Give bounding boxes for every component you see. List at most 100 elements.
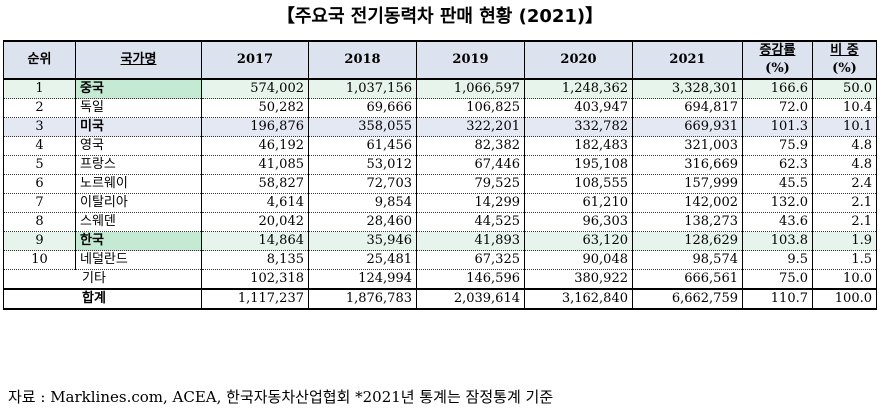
v2019-cell: 1,066,597 xyxy=(416,79,525,99)
country-cell: 네덜란드 xyxy=(75,250,202,270)
share-cell: 10.4 xyxy=(812,98,877,118)
change-cell: 101.3 xyxy=(742,117,813,137)
change-cell: 166.6 xyxy=(742,79,813,99)
header-2020: 2020 xyxy=(524,41,633,80)
v2018-cell: 1,876,783 xyxy=(308,288,417,310)
v2020-cell: 195,108 xyxy=(524,155,633,175)
v2021-cell: 316,669 xyxy=(632,155,743,175)
v2018-cell: 69,666 xyxy=(308,98,417,118)
rank-cell: 7 xyxy=(3,193,76,213)
country-cell: 영국 xyxy=(75,136,202,156)
v2019-cell: 14,299 xyxy=(416,193,525,213)
table-row: 2 독일 50,282 69,666 106,825 403,947 694,817 72.0… xyxy=(3,98,877,118)
header-country: 국가명 xyxy=(75,41,202,80)
v2018-cell: 9,854 xyxy=(308,193,417,213)
rank-cell: 10 xyxy=(3,250,76,270)
v2019-cell: 41,893 xyxy=(416,231,525,251)
share-cell: 2.1 xyxy=(812,193,877,213)
country-cell: 노르웨이 xyxy=(75,174,202,194)
rank-cell: 8 xyxy=(3,212,76,232)
v2018-cell: 124,994 xyxy=(308,269,417,290)
v2017-cell: 58,827 xyxy=(201,174,309,194)
share-cell: 100.0 xyxy=(812,288,877,310)
v2017-cell: 14,864 xyxy=(201,231,309,251)
v2019-cell: 44,525 xyxy=(416,212,525,232)
v2019-cell: 79,525 xyxy=(416,174,525,194)
country-cell: 한국 xyxy=(75,231,202,251)
v2019-cell: 67,325 xyxy=(416,250,525,270)
source-note: 자료 : Marklines.com, ACEA, 한국자동차산업협회 *202… xyxy=(8,388,554,406)
table-row: 10 네덜란드 8,135 25,481 67,325 90,048 98,574 9.5 1.… xyxy=(3,250,877,270)
table-row: 6 노르웨이 58,827 72,703 79,525 108,555 157,999 45.… xyxy=(3,174,877,194)
rank-cell: 4 xyxy=(3,136,76,156)
rank-cell: 9 xyxy=(3,231,76,251)
header-share-unit: (%) xyxy=(832,61,857,76)
v2017-cell: 8,135 xyxy=(201,250,309,270)
rank-cell: 5 xyxy=(3,155,76,175)
country-cell: 프랑스 xyxy=(75,155,202,175)
v2018-cell: 72,703 xyxy=(308,174,417,194)
share-cell: 2.1 xyxy=(812,212,877,232)
total-row: 합계 1,117,237 1,876,783 2,039,614 3,162,840 6,… xyxy=(3,288,877,310)
table-row: 7 이탈리아 4,614 9,854 14,299 61,210 142,002 132.0 2… xyxy=(3,193,877,213)
v2017-cell: 102,318 xyxy=(201,269,309,290)
v2021-cell: 669,931 xyxy=(632,117,743,137)
rank-cell: 2 xyxy=(3,98,76,118)
change-cell: 45.5 xyxy=(742,174,813,194)
header-share-label: 비 중 xyxy=(830,43,859,58)
header-share: 비 중 (%) xyxy=(812,41,877,80)
header-change-unit: (%) xyxy=(765,61,790,76)
v2017-cell: 4,614 xyxy=(201,193,309,213)
country-cell: 미국 xyxy=(75,117,202,137)
v2017-cell: 196,876 xyxy=(201,117,309,137)
header-change-label: 증감률 xyxy=(759,43,796,58)
table-title: 【주요국 전기동력차 판매 현황 (2021)】 xyxy=(276,6,604,27)
v2020-cell: 96,303 xyxy=(524,212,633,232)
v2020-cell: 1,248,362 xyxy=(524,79,633,99)
v2020-cell: 61,210 xyxy=(524,193,633,213)
share-cell: 4.8 xyxy=(812,155,877,175)
country-cell: 이탈리아 xyxy=(75,193,202,213)
change-cell: 72.0 xyxy=(742,98,813,118)
v2018-cell: 61,456 xyxy=(308,136,417,156)
header-2019: 2019 xyxy=(416,41,525,80)
v2020-cell: 182,483 xyxy=(524,136,633,156)
etc-row: 기타 102,318 124,994 146,596 380,922 666,561 75.… xyxy=(3,269,877,290)
v2018-cell: 1,037,156 xyxy=(308,79,417,99)
ev-sales-table: 순위 국가명 2017 2018 2019 2020 2021 증감률 (%) … xyxy=(3,40,877,310)
country-cell: 독일 xyxy=(75,98,202,118)
change-cell: 62.3 xyxy=(742,155,813,175)
header-change-rate: 증감률 (%) xyxy=(742,41,813,80)
v2021-cell: 142,002 xyxy=(632,193,743,213)
v2017-cell: 46,192 xyxy=(201,136,309,156)
v2020-cell: 380,922 xyxy=(524,269,633,290)
country-cell: 스웨덴 xyxy=(75,212,202,232)
v2018-cell: 28,460 xyxy=(308,212,417,232)
v2020-cell: 3,162,840 xyxy=(524,288,633,310)
total-label: 합계 xyxy=(3,288,202,310)
header-row: 순위 국가명 2017 2018 2019 2020 2021 증감률 (%) … xyxy=(3,41,877,80)
rank-cell: 1 xyxy=(3,79,76,99)
table-row: 4 영국 46,192 61,456 82,382 182,483 321,003 75.9 4… xyxy=(3,136,877,156)
v2021-cell: 98,574 xyxy=(632,250,743,270)
change-cell: 110.7 xyxy=(742,288,813,310)
share-cell: 4.8 xyxy=(812,136,877,156)
table-row: 1 중국 574,002 1,037,156 1,066,597 1,248,362 3,3… xyxy=(3,79,877,99)
header-2017: 2017 xyxy=(201,41,309,80)
v2021-cell: 321,003 xyxy=(632,136,743,156)
table-row: 5 프랑스 41,085 53,012 67,446 195,108 316,669 62.3… xyxy=(3,155,877,175)
v2017-cell: 50,282 xyxy=(201,98,309,118)
v2021-cell: 6,662,759 xyxy=(632,288,743,310)
share-cell: 1.5 xyxy=(812,250,877,270)
share-cell: 10.1 xyxy=(812,117,877,137)
v2018-cell: 35,946 xyxy=(308,231,417,251)
v2021-cell: 157,999 xyxy=(632,174,743,194)
change-cell: 75.0 xyxy=(742,269,813,290)
v2020-cell: 63,120 xyxy=(524,231,633,251)
table-row: 3 미국 196,876 358,055 322,201 332,782 669,931 10… xyxy=(3,117,877,137)
v2019-cell: 82,382 xyxy=(416,136,525,156)
v2019-cell: 146,596 xyxy=(416,269,525,290)
v2019-cell: 322,201 xyxy=(416,117,525,137)
country-cell: 중국 xyxy=(75,79,202,99)
etc-label: 기타 xyxy=(3,269,202,290)
